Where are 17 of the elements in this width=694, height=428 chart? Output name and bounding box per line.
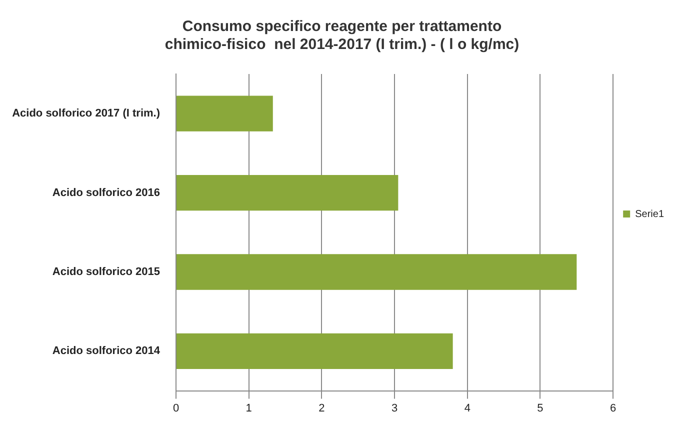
x-tick-label: 6 (610, 402, 616, 414)
bar (176, 96, 273, 132)
y-tick-label: Acido solforico 2016 (52, 186, 160, 199)
x-tick-label: 1 (246, 402, 252, 414)
bar (176, 254, 577, 290)
chart-title: Consumo specifico reagente per trattamento chimico-fisico nel 2014-2017 (I trim.) - ( l o kg/mc) (164, 18, 520, 54)
y-tick-label: Acido solforico 2014 (52, 345, 161, 358)
y-tick-label: Acido solforico 2015 (52, 266, 160, 278)
x-tick-label: 3 (391, 402, 398, 414)
x-tick-label: 2 (318, 402, 325, 414)
x-tick-label: 4 (464, 402, 470, 414)
y-tick-label: Acido solforico 2017 (I trim.) (12, 108, 160, 120)
x-tick-label: 0 (172, 402, 180, 414)
legend-label: Serie1 (635, 208, 664, 220)
bar (176, 174, 398, 211)
x-tick-label: 5 (537, 402, 544, 414)
bar (176, 333, 453, 370)
